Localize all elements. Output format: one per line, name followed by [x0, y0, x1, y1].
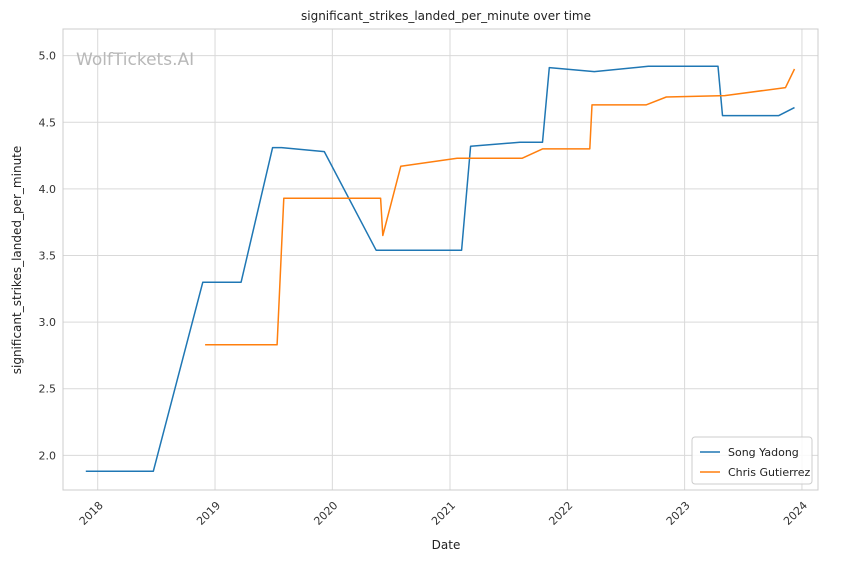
- y-tick-label: 2.5: [39, 383, 57, 396]
- y-tick-label: 3.5: [39, 250, 57, 263]
- legend-entry-label: Song Yadong: [728, 446, 799, 459]
- y-tick-label: 4.5: [39, 116, 57, 129]
- legend: Song Yadong Chris Gutierrez: [691, 436, 813, 485]
- y-axis-label: significant_strikes_landed_per_minute: [10, 146, 24, 375]
- gridlines: [63, 29, 818, 490]
- watermark-text: WolfTickets.AI: [76, 50, 194, 70]
- legend-box: [691, 436, 813, 485]
- legend-entry-label: Chris Gutierrez: [728, 466, 810, 479]
- series-line-1: [205, 68, 796, 346]
- chart-title: significant_strikes_landed_per_minute ov…: [301, 9, 591, 23]
- series-line-0: [85, 65, 795, 473]
- y-tick-label: 3.0: [39, 316, 57, 329]
- y-tick-label: 2.0: [39, 449, 57, 462]
- series-layer: [85, 65, 796, 473]
- y-tick-label: 4.0: [39, 183, 57, 196]
- y-tick-label: 5.0: [39, 50, 57, 63]
- plot-area-frame: [62, 28, 819, 491]
- y-axis-ticks: 2.0 2.5 3.0 3.5 4.0 4.5 5.0: [39, 50, 57, 463]
- x-axis-label: Date: [432, 538, 461, 552]
